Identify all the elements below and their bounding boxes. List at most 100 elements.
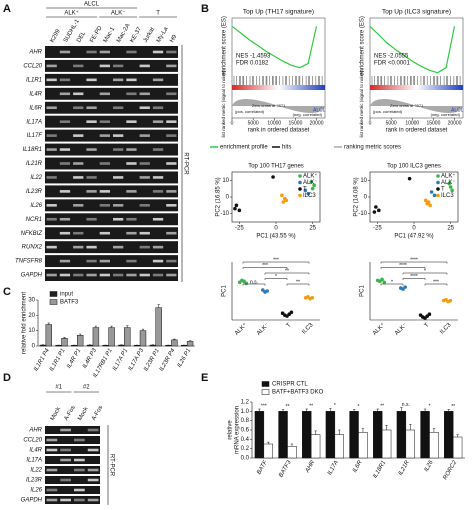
gel-band bbox=[46, 448, 58, 452]
gel-band bbox=[86, 259, 97, 263]
error-bar bbox=[281, 409, 285, 412]
y-axis-label: PC1 bbox=[222, 285, 228, 297]
point bbox=[407, 176, 412, 181]
gel-band bbox=[113, 273, 124, 277]
gel-band bbox=[46, 148, 57, 151]
error-bar bbox=[314, 430, 317, 435]
y-tick-label: 10 bbox=[28, 328, 35, 334]
gel-band bbox=[87, 468, 99, 472]
gel-band bbox=[59, 50, 71, 54]
gene-label: IL4R bbox=[29, 448, 42, 454]
x-tick-label: ALK⁺ bbox=[371, 322, 386, 337]
legend-label: input bbox=[60, 292, 73, 298]
gel-band bbox=[166, 259, 177, 263]
y-tick-label: 0.8 bbox=[241, 418, 250, 424]
gel-row bbox=[45, 115, 178, 128]
gel-band bbox=[46, 217, 57, 221]
bar bbox=[155, 307, 162, 347]
error-bar bbox=[47, 322, 50, 325]
error-bar bbox=[157, 304, 160, 308]
error-bar bbox=[267, 441, 270, 444]
gel-band bbox=[73, 245, 84, 249]
gene-label: IL22 bbox=[30, 468, 42, 474]
gel-band bbox=[59, 92, 71, 96]
gel-band bbox=[87, 498, 99, 502]
sig-label: * bbox=[334, 403, 336, 409]
x-tick-label: IL17A P1 bbox=[112, 348, 129, 372]
gel-band bbox=[99, 120, 110, 123]
bar bbox=[92, 327, 100, 347]
point bbox=[447, 181, 452, 186]
point bbox=[310, 295, 315, 300]
y-tick-label: -10 bbox=[358, 211, 367, 217]
x-tick-label: 15000 bbox=[426, 120, 440, 126]
gel-band bbox=[126, 120, 137, 123]
gel-band bbox=[86, 120, 97, 123]
y-tick-label: 30 bbox=[28, 298, 35, 304]
gel-band bbox=[74, 468, 85, 472]
error-bar bbox=[94, 325, 98, 328]
point bbox=[284, 198, 289, 203]
gel-band bbox=[139, 231, 150, 235]
gene-label: IL23R bbox=[26, 478, 43, 484]
point bbox=[448, 185, 453, 189]
point bbox=[233, 206, 237, 211]
gel-row bbox=[45, 496, 100, 504]
dataset-label: ALCL bbox=[451, 107, 464, 113]
sig-label: **** bbox=[399, 263, 407, 269]
sig-bracket bbox=[286, 283, 310, 286]
sig-bracket bbox=[242, 267, 288, 269]
x-tick-label: IL18R1 bbox=[372, 460, 387, 480]
bar bbox=[358, 432, 368, 459]
x-tick-label: 5000 bbox=[386, 120, 397, 126]
gel-band bbox=[73, 204, 84, 207]
bar bbox=[287, 446, 297, 459]
gel-row bbox=[45, 59, 178, 72]
error-bar bbox=[141, 328, 145, 331]
gel-row bbox=[45, 446, 100, 454]
y-axis-label: relative fold enrichment bbox=[22, 292, 28, 354]
gene-label: IL17A bbox=[26, 458, 42, 464]
legend-marker bbox=[49, 299, 58, 305]
x-tick-label: IL4R P3 bbox=[82, 347, 98, 369]
y-axis-label: PC2 (14.08 %) bbox=[354, 177, 360, 216]
gel-band bbox=[139, 162, 150, 165]
point bbox=[312, 183, 316, 188]
lane-label: K299 bbox=[50, 28, 63, 44]
y-axis-label: relative bbox=[228, 420, 234, 440]
point bbox=[310, 186, 315, 191]
gene-label: IL17A bbox=[26, 119, 42, 125]
gel-band bbox=[87, 448, 99, 452]
error-bar bbox=[63, 337, 66, 339]
gel-band bbox=[113, 78, 124, 82]
bar bbox=[429, 432, 439, 459]
legend-marker bbox=[436, 174, 440, 178]
gel-band bbox=[152, 176, 164, 179]
gel-band bbox=[139, 204, 150, 207]
sig-bracket bbox=[264, 272, 310, 275]
gel-band bbox=[113, 148, 124, 151]
gel-band bbox=[46, 134, 57, 137]
error-bar bbox=[385, 425, 388, 430]
gel-band bbox=[60, 498, 71, 502]
point bbox=[309, 180, 314, 184]
bar bbox=[381, 429, 392, 459]
gel-band bbox=[99, 162, 110, 165]
sig-label: **** bbox=[410, 257, 418, 263]
point bbox=[281, 200, 286, 204]
chart-title: Top Up (TH17 signature) bbox=[243, 9, 314, 16]
x-tick-label: 20000 bbox=[448, 120, 462, 126]
bar bbox=[325, 411, 336, 459]
point bbox=[280, 193, 284, 198]
gel-band bbox=[46, 245, 57, 249]
gel-band bbox=[86, 245, 97, 249]
error-bar bbox=[290, 443, 294, 447]
sig-bracket bbox=[380, 261, 448, 264]
gel-band bbox=[113, 217, 124, 221]
legend-label: hits bbox=[282, 145, 291, 151]
bar bbox=[181, 344, 188, 347]
legend-marker bbox=[298, 187, 302, 191]
bar bbox=[71, 344, 78, 347]
sig-label: ** bbox=[451, 404, 455, 410]
point bbox=[374, 205, 378, 209]
